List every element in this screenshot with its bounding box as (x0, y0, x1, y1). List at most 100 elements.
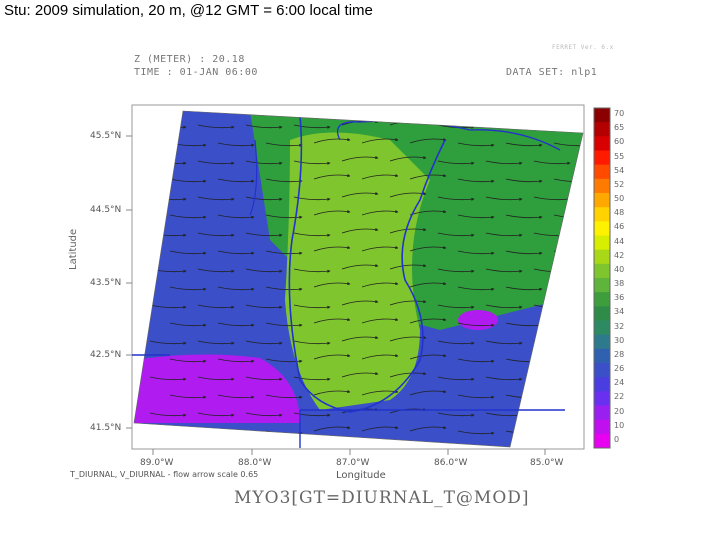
flow-arrow (293, 304, 331, 309)
flow-arrow (245, 160, 283, 165)
flow-arrow (313, 425, 351, 432)
flow-arrow (505, 250, 543, 255)
colorbar-swatch (594, 164, 610, 180)
flow-arrow (505, 178, 543, 183)
flow-arrow (485, 160, 523, 165)
flow-arrow (553, 250, 583, 255)
colorbar-swatch (594, 235, 610, 251)
colorbar-swatch (594, 193, 610, 208)
colorbar-label: 65 (614, 123, 625, 133)
flow-arrow (409, 245, 447, 252)
colorbar-swatch (594, 178, 610, 194)
flow-arrow (341, 155, 379, 162)
colorbar-label: 48 (614, 208, 625, 218)
flow-arrow (245, 304, 283, 309)
flow-arrow (389, 155, 427, 162)
colorbar-label: 44 (614, 236, 625, 246)
flow-arrow (245, 376, 283, 381)
flow-arrow (197, 124, 235, 129)
colorbar-swatch (594, 136, 610, 151)
xtick-4: 85.0°W (530, 458, 564, 468)
x-axis-title: Longitude (336, 470, 386, 481)
flow-arrow (553, 394, 583, 399)
flow-arrow (217, 394, 255, 399)
flow-arrow (197, 412, 235, 417)
flow-arrow (389, 263, 427, 270)
flow-arrow (169, 214, 207, 219)
flow-arrow (197, 160, 235, 165)
flow-arrow (437, 376, 475, 381)
colorbar-swatch (594, 405, 610, 421)
flow-arrow (485, 232, 523, 237)
colorbar-swatch (594, 363, 610, 378)
flow-arrow (217, 250, 255, 255)
flow-arrow (217, 214, 255, 219)
plot-frame (131, 104, 585, 450)
flow-arrow (169, 358, 207, 363)
flow-arrow (533, 412, 571, 417)
flow-arrow (485, 304, 523, 309)
flow-arrow (245, 232, 283, 237)
flow-arrow (437, 304, 475, 309)
colorbar-swatch (594, 207, 610, 222)
flow-arrow (169, 286, 207, 291)
colorbar-swatch (594, 108, 610, 123)
flow-arrow (245, 412, 283, 417)
flow-arrow (313, 245, 351, 252)
time-label: TIME : 01-JAN 06:00 (134, 67, 258, 78)
colorbar-label: 32 (614, 321, 625, 331)
flow-arrow (265, 214, 303, 219)
colorbar-swatch (594, 391, 610, 406)
flow-arrow (553, 322, 583, 327)
colorbar-label: 10 (614, 420, 625, 430)
flow-arrow (341, 227, 379, 234)
colorbar-label: 22 (614, 392, 625, 402)
flow-arrow (361, 425, 399, 432)
flow-arrow (149, 304, 187, 309)
flow-arrow (265, 322, 303, 327)
flow-arrow (341, 263, 379, 270)
coastline (288, 115, 446, 413)
flow-arrow (169, 178, 207, 183)
flow-arrow (293, 124, 331, 129)
flow-arrow (457, 142, 495, 147)
flow-arrow (313, 209, 351, 216)
flow-arrow (389, 227, 427, 234)
flow-arrow (169, 430, 207, 435)
flow-arrow (265, 142, 303, 147)
flow-arrow (169, 394, 207, 399)
flow-arrow (149, 340, 187, 345)
flow-arrow (149, 412, 187, 417)
xtick-1: 88.0°W (238, 458, 272, 468)
flow-arrow (313, 389, 351, 396)
y-axis-title: Latitude (68, 228, 79, 270)
flow-arrow (409, 137, 447, 144)
flow-arrow (197, 340, 235, 345)
flow-arrow (293, 340, 331, 345)
colorbar-swatch (594, 292, 610, 307)
colorbar-label: 46 (614, 222, 625, 232)
colorbar-label: 55 (614, 151, 625, 161)
flow-arrow (533, 160, 571, 165)
flow-arrow (313, 281, 351, 288)
flow-arrow (457, 394, 495, 399)
colorbar-swatch (594, 306, 610, 321)
colorbar-label: 40 (614, 264, 625, 274)
flow-arrow (457, 214, 495, 219)
flow-arrow (293, 232, 331, 237)
ytick-4: 41.5°N (90, 423, 122, 433)
colorbar-swatch (594, 221, 610, 236)
colorbar-label: 24 (614, 378, 625, 388)
ytick-1: 44.5°N (90, 205, 122, 215)
colorbar-swatch (594, 263, 610, 279)
colorbar-label: 38 (614, 279, 625, 289)
flow-arrow (533, 340, 571, 345)
flow-arrow (217, 322, 255, 327)
flow-arrow (265, 250, 303, 255)
colorbar-swatch (594, 377, 610, 392)
flow-arrow (533, 376, 571, 381)
colorbar-label: 50 (614, 194, 625, 204)
flow-arrow (457, 430, 495, 435)
flow-arrow (149, 376, 187, 381)
flow-arrow (265, 394, 303, 399)
